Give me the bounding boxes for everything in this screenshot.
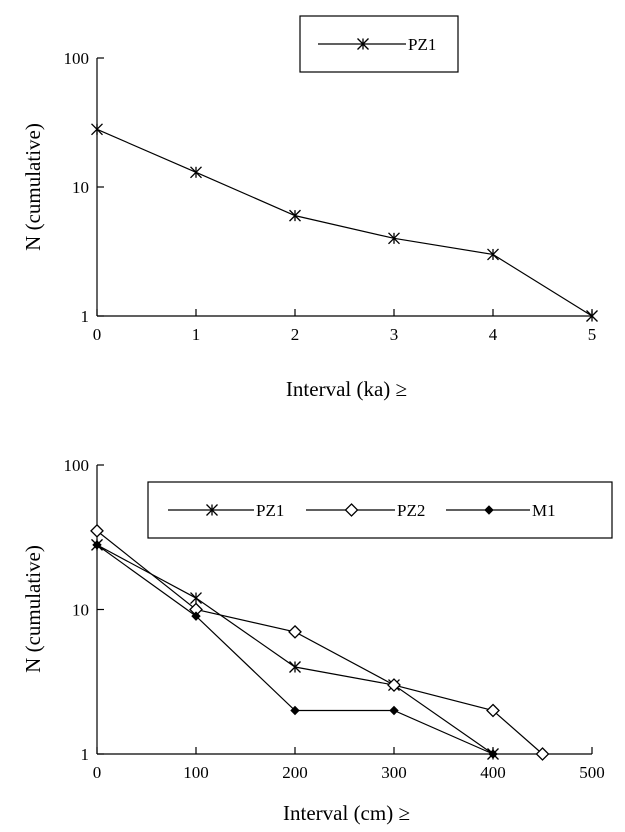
- y-tick-label: 10: [72, 178, 89, 197]
- series-pz2: [90, 523, 550, 761]
- legend-marker: [484, 505, 494, 515]
- legend: PZ1 PZ2 M1: [147, 481, 613, 539]
- legend-marker: [357, 38, 369, 50]
- series-line-pz1: [96, 544, 494, 755]
- data-point-pz2: [90, 523, 104, 538]
- x-tick-label: 300: [381, 763, 407, 782]
- x-tick-label: 0: [93, 325, 102, 344]
- series-m1: [92, 540, 498, 759]
- data-point-pz2: [387, 678, 401, 692]
- data-point-pz1: [388, 232, 400, 245]
- data-point-pz2: [288, 624, 302, 639]
- legend-marker: [206, 504, 218, 516]
- y-tick-label: 1: [81, 307, 90, 326]
- x-tick-label: 200: [282, 763, 308, 782]
- x-tick-label: 500: [579, 763, 605, 782]
- data-point-m1: [290, 705, 300, 716]
- y-tick-label: 1: [81, 745, 90, 764]
- data-point-pz1: [190, 592, 202, 605]
- data-point-pz1: [487, 248, 499, 261]
- legend-marker: [344, 503, 359, 517]
- data-point-m1: [191, 611, 201, 621]
- legend-label: PZ1: [256, 501, 284, 520]
- data-point-pz1: [586, 310, 598, 322]
- data-point-pz2: [486, 703, 500, 718]
- y-tick-label: 100: [64, 456, 90, 475]
- x-tick-label: 5: [588, 325, 597, 344]
- chart-panel-2: 0 100 200 300 400 500 1 10 100 Interval (cm) ≥ N (…: [21, 456, 613, 825]
- data-point-pz1: [91, 123, 103, 136]
- x-axis-title: Interval (ka) ≥: [286, 377, 407, 401]
- data-point-m1: [488, 749, 498, 759]
- x-axis-title: Interval (cm) ≥: [283, 801, 410, 825]
- y-axis-title: N (cumulative): [21, 545, 45, 673]
- legend-entry-pz2: PZ2: [306, 501, 425, 520]
- legend-label: PZ2: [397, 501, 425, 520]
- series-line-pz2: [96, 530, 543, 755]
- x-tick-label: 3: [390, 325, 399, 344]
- data-point-m1: [92, 540, 102, 550]
- x-tick-label: 0: [93, 763, 102, 782]
- legend-label: M1: [532, 501, 556, 520]
- legend-entry-m1: M1: [446, 501, 556, 520]
- data-point-pz1: [190, 166, 202, 179]
- series-pz1: [91, 123, 598, 322]
- legend-entry-pz1: PZ1: [168, 501, 284, 520]
- series-line-pz1: [96, 128, 593, 317]
- y-axis-title: N (cumulative): [21, 123, 45, 251]
- x-tick-label: 1: [192, 325, 201, 344]
- x-tick-label: 100: [183, 763, 209, 782]
- data-point-pz1: [289, 209, 301, 222]
- y-tick-label: 100: [64, 49, 90, 68]
- x-tick-label: 400: [480, 763, 506, 782]
- legend-label: PZ1: [408, 35, 436, 54]
- series-pz1: [91, 538, 499, 760]
- data-point-pz2: [535, 747, 550, 761]
- x-tick-label: 2: [291, 325, 300, 344]
- data-point-pz1: [289, 661, 301, 673]
- x-tick-label: 4: [489, 325, 498, 344]
- y-tick-label: 10: [72, 601, 89, 620]
- legend: PZ1: [299, 15, 459, 73]
- data-point-m1: [389, 705, 399, 716]
- legend-entry-pz1: PZ1: [318, 35, 436, 54]
